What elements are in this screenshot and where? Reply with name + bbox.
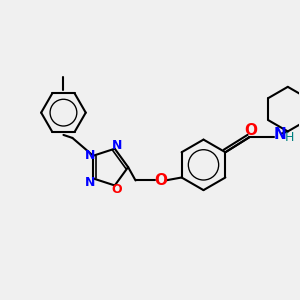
Text: H: H (285, 131, 295, 145)
Text: O: O (244, 123, 257, 138)
Text: N: N (273, 128, 286, 142)
Text: N: N (84, 149, 95, 162)
Text: N: N (85, 176, 95, 188)
Text: N: N (112, 139, 122, 152)
Text: O: O (111, 183, 122, 196)
Text: O: O (154, 173, 167, 188)
